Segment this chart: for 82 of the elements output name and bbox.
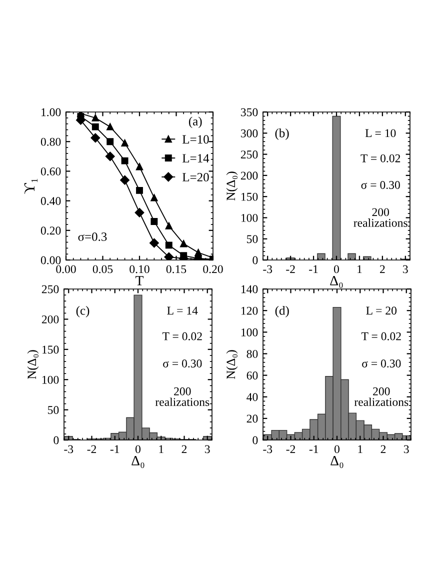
x-tick-label: 0.15 <box>166 265 186 274</box>
annotation: T = 0.02 <box>360 154 400 162</box>
x-tick-label: 0 <box>136 445 140 454</box>
annotation: (a) <box>188 116 202 128</box>
y-tick-label: 0.40 <box>40 197 61 206</box>
y-tick-label: 150 <box>241 192 258 201</box>
x-tick-label: 1 <box>358 445 362 454</box>
annotation: 200 realizations <box>354 387 408 406</box>
annotation: σ=0.3 <box>78 232 107 241</box>
annotation: T = 0.02 <box>362 332 401 340</box>
annotation: (b) <box>275 128 289 140</box>
x-tick-label: 1 <box>358 265 362 274</box>
x-tick-label: 0.00 <box>56 265 76 274</box>
x-tick-label: -1 <box>110 445 120 454</box>
y-tick-label: 200 <box>240 172 258 180</box>
x-tick-label: -3 <box>64 445 74 454</box>
y-tick-label: 40 <box>246 393 258 402</box>
x-tick-label: -3 <box>263 265 272 274</box>
x-tick-label: 3 <box>404 445 409 454</box>
annotation: σ = 0.30 <box>163 359 202 368</box>
x-tick-label: 0.20 <box>203 265 223 274</box>
x-tick-label: 1 <box>159 445 164 454</box>
annotation: σ = 0.30 <box>361 180 400 190</box>
annotation: 200 realizations <box>155 387 210 406</box>
y-tick-label: 350 <box>240 108 258 116</box>
y-tick-label: 140 <box>241 285 258 294</box>
y-tick-label: 120 <box>241 306 258 315</box>
x-tick-label: -2 <box>286 445 296 454</box>
annotation: 200 realizations <box>354 208 408 227</box>
y-tick-label: 100 <box>241 328 258 336</box>
x-tick-label: 2 <box>182 445 187 454</box>
y-axis-title: N(Δ₀) <box>226 350 238 380</box>
x-tick-label: 2 <box>380 265 385 274</box>
y-axis-title: ϒ₁ <box>24 178 38 194</box>
x-tick-label: 0.05 <box>92 265 113 274</box>
y-tick-label: 0.80 <box>40 138 61 146</box>
x-axis-title: T <box>136 276 144 286</box>
y-tick-label: 150 <box>42 346 59 354</box>
y-tick-label: 200 <box>42 315 59 324</box>
x-tick-label: 3 <box>204 445 210 454</box>
annotation: σ = 0.30 <box>362 359 401 368</box>
legend-label: L=14 <box>182 154 210 162</box>
y-axis-title: N(Δ₀) <box>27 350 39 380</box>
y-tick-label: 0 <box>54 436 59 444</box>
annotation: (d) <box>275 306 289 318</box>
y-axis-title: N(Δ₀) <box>226 172 238 201</box>
y-tick-label: 0.00 <box>40 256 61 264</box>
y-tick-label: 50 <box>247 235 258 244</box>
x-axis-title: Δ₀ <box>132 456 144 468</box>
y-tick-label: 50 <box>48 406 59 414</box>
y-tick-label: 80 <box>246 350 258 358</box>
y-tick-label: 250 <box>42 285 59 294</box>
x-tick-label: -3 <box>263 445 272 454</box>
y-tick-label: 1.00 <box>42 108 61 116</box>
annotation: (c) <box>76 306 90 318</box>
y-tick-label: 250 <box>240 150 258 158</box>
x-tick-label: 0 <box>334 265 339 274</box>
annotation: L = 14 <box>167 306 198 314</box>
y-tick-label: 100 <box>42 376 59 384</box>
y-tick-label: 0.60 <box>40 167 61 176</box>
y-tick-label: 100 <box>241 214 258 222</box>
x-tick-label: -2 <box>87 445 96 454</box>
annotation: L = 20 <box>366 306 397 315</box>
annotation: L = 10 <box>365 129 396 138</box>
y-tick-label: 20 <box>246 414 258 423</box>
legend-label: L=10 <box>182 135 209 144</box>
x-tick-label: -1 <box>309 265 318 274</box>
legend-label: L=20 <box>182 172 209 182</box>
x-tick-label: -1 <box>309 445 318 454</box>
y-tick-label: 0 <box>252 436 258 444</box>
y-tick-label: 0.20 <box>40 226 61 235</box>
x-tick-label: 0 <box>334 445 340 454</box>
y-tick-label: 0 <box>252 256 258 264</box>
x-axis-title: Δ₀ <box>330 456 344 468</box>
y-tick-label: 300 <box>240 129 258 138</box>
x-tick-label: 2 <box>380 445 386 454</box>
y-tick-label: 60 <box>246 372 258 380</box>
x-axis-title: Δ₀ <box>330 276 343 288</box>
x-tick-label: -2 <box>286 265 295 274</box>
annotation: T = 0.02 <box>162 332 202 340</box>
x-tick-label: 3 <box>403 265 408 274</box>
x-tick-label: 0.10 <box>130 265 150 274</box>
